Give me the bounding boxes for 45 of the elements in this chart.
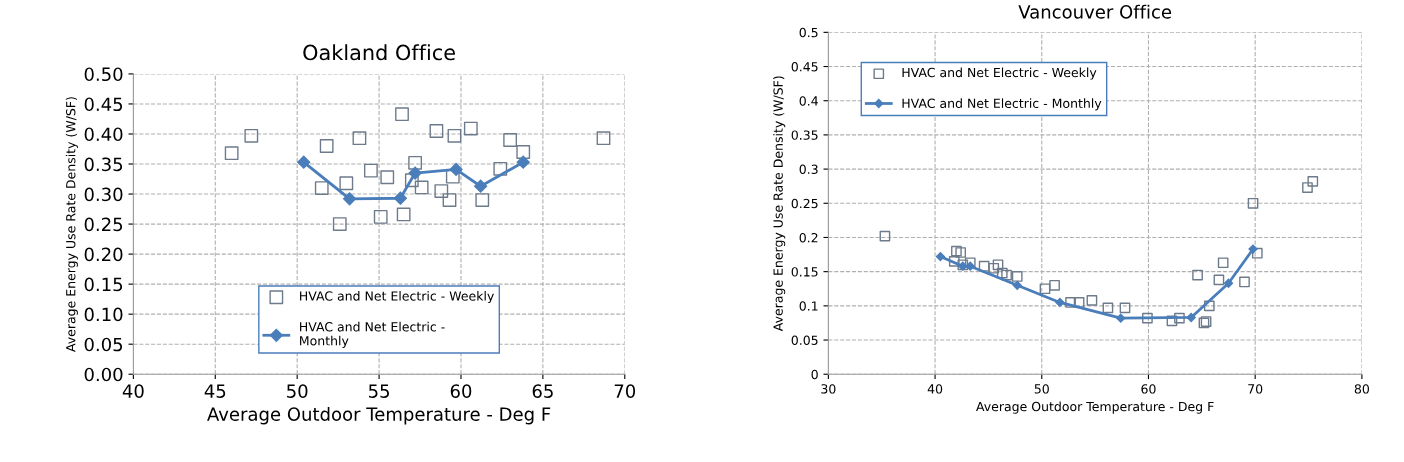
x-axis-title: Average Outdoor Temperature - Deg F xyxy=(207,406,551,425)
chart-title: Vancouver Office xyxy=(1018,4,1172,19)
legend-label: HVAC and Net Electric - Weekly xyxy=(300,291,494,304)
legend-label: HVAC and Net Electric - Weekly xyxy=(902,67,1097,80)
y-tick-label: 0.35 xyxy=(791,130,818,140)
y-tick-label: 0.25 xyxy=(791,198,818,209)
y-axis-title: Average Energy Use Rate Density (W/SF) xyxy=(65,97,78,352)
y-tick-label: 0.05 xyxy=(84,337,123,352)
y-tick-label: 0.45 xyxy=(84,97,123,112)
y-tick-label: 0.15 xyxy=(791,267,818,277)
y-tick-label: 0.20 xyxy=(84,247,123,262)
x-tick-label: 80 xyxy=(1354,384,1369,394)
y-tick-label: 0.10 xyxy=(84,307,123,322)
y-tick-label: 0.25 xyxy=(84,217,123,232)
y-axis-title: Average Energy Use Rate Density (W/SF) xyxy=(773,76,786,332)
chart-title: Oakland Office xyxy=(303,44,455,61)
y-tick-label: 0.4 xyxy=(799,96,818,106)
x-axis-title: Average Outdoor Temperature - Deg F xyxy=(976,401,1214,414)
y-tick-label: 0.50 xyxy=(84,67,123,82)
y-tick-label: 0.5 xyxy=(799,27,818,38)
x-tick-label: 60 xyxy=(450,384,472,398)
y-tick-label: 0.30 xyxy=(84,187,123,202)
x-tick-label: 50 xyxy=(1034,384,1049,394)
y-tick-label: 0 xyxy=(811,369,818,380)
legend-label: HVAC and Net Electric - Monthly xyxy=(300,321,445,348)
x-tick-label: 45 xyxy=(204,384,226,398)
x-tick-label: 70 xyxy=(614,384,636,398)
x-tick-label: 50 xyxy=(287,384,308,398)
y-tick-label: 0.1 xyxy=(799,301,818,311)
legend-label: HVAC and Net Electric - Monthly xyxy=(902,98,1102,111)
y-tick-label: 0.05 xyxy=(791,335,818,345)
x-tick-label: 40 xyxy=(927,384,943,394)
x-tick-label: 55 xyxy=(368,384,389,398)
y-tick-label: 0.40 xyxy=(84,127,123,142)
y-tick-label: 0.00 xyxy=(84,367,123,382)
x-tick-label: 65 xyxy=(532,384,553,398)
x-tick-label: 30 xyxy=(821,384,836,394)
x-tick-label: 70 xyxy=(1248,384,1263,394)
y-tick-label: 0.15 xyxy=(84,277,123,292)
y-tick-label: 0.35 xyxy=(84,157,123,172)
y-tick-label: 0.3 xyxy=(799,164,818,175)
x-tick-label: 60 xyxy=(1141,384,1156,394)
x-tick-label: 40 xyxy=(122,384,144,398)
y-tick-label: 0.45 xyxy=(791,62,818,72)
y-tick-label: 0.2 xyxy=(799,232,818,243)
